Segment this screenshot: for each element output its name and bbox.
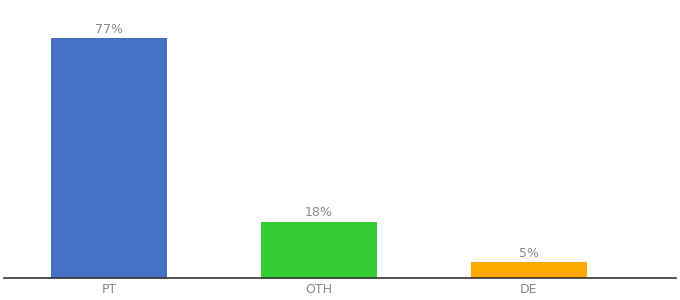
Bar <box>261 222 377 278</box>
Text: 5%: 5% <box>519 247 539 260</box>
Bar <box>471 262 587 278</box>
Text: 77%: 77% <box>95 23 123 36</box>
Bar <box>52 38 167 278</box>
Text: 18%: 18% <box>305 206 333 220</box>
